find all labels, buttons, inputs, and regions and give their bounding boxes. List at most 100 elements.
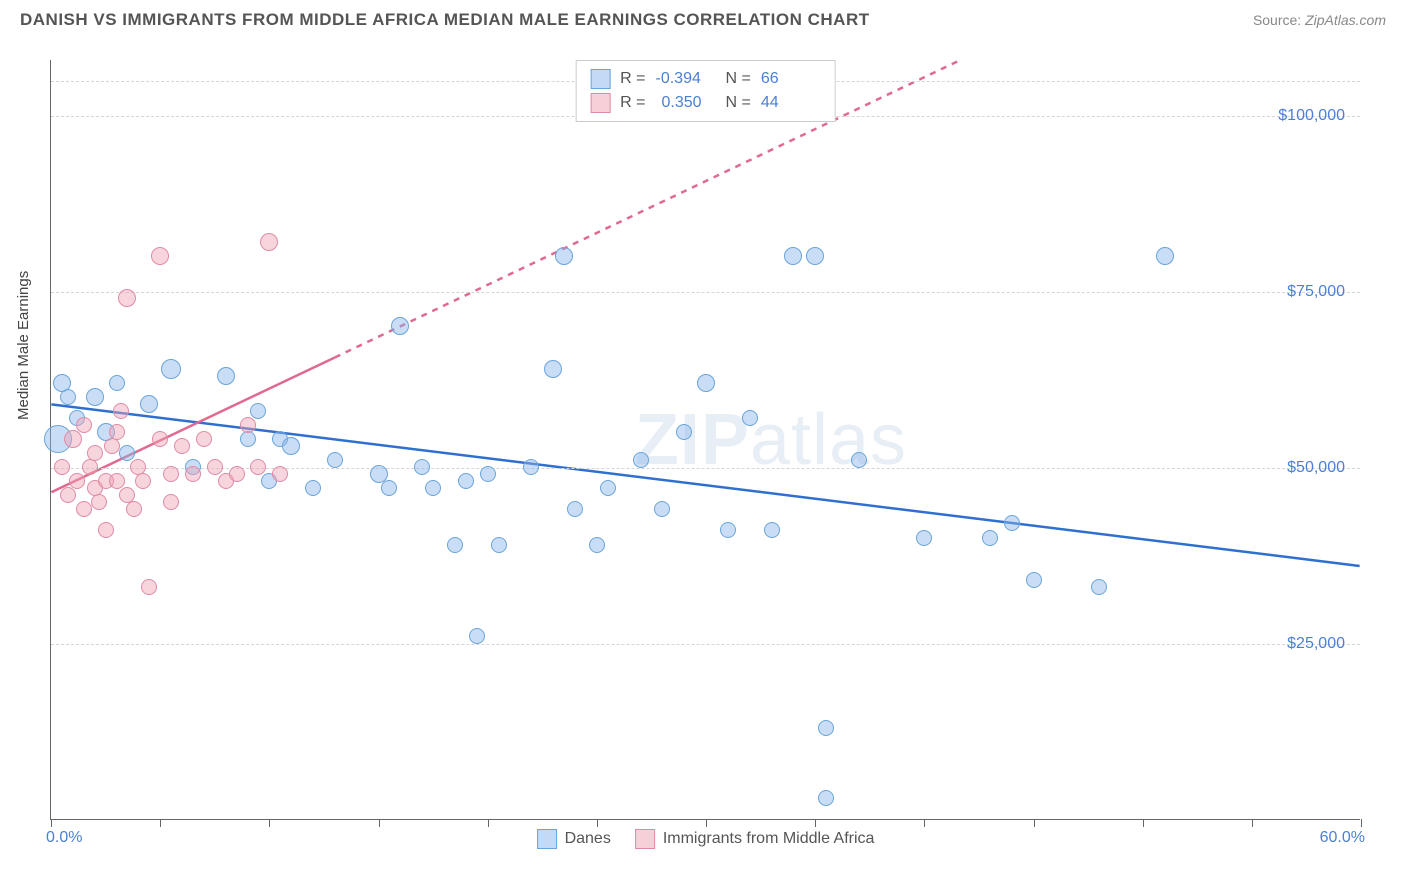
data-point bbox=[784, 247, 802, 265]
swatch-blue-icon bbox=[590, 69, 610, 89]
data-point bbox=[544, 360, 562, 378]
data-point bbox=[414, 459, 430, 475]
data-point bbox=[282, 437, 300, 455]
x-tick bbox=[1143, 819, 1144, 827]
data-point bbox=[305, 480, 321, 496]
data-point bbox=[1004, 515, 1020, 531]
data-point bbox=[742, 410, 758, 426]
data-point bbox=[240, 417, 256, 433]
x-tick bbox=[51, 819, 52, 827]
data-point bbox=[76, 417, 92, 433]
x-tick bbox=[597, 819, 598, 827]
data-point bbox=[109, 375, 125, 391]
swatch-pink-icon bbox=[635, 829, 655, 849]
data-point bbox=[818, 720, 834, 736]
swatch-blue-icon bbox=[537, 829, 557, 849]
data-point bbox=[381, 480, 397, 496]
data-point bbox=[982, 530, 998, 546]
gridline bbox=[51, 644, 1360, 645]
data-point bbox=[654, 501, 670, 517]
y-tick-label: $75,000 bbox=[1287, 283, 1345, 301]
y-tick-label: $25,000 bbox=[1287, 635, 1345, 653]
data-point bbox=[818, 790, 834, 806]
data-point bbox=[447, 537, 463, 553]
legend-item-danes: Danes bbox=[537, 829, 611, 849]
data-point bbox=[491, 537, 507, 553]
correlation-legend: R = -0.394 N = 66 R = 0.350 N = 44 bbox=[575, 60, 836, 122]
x-tick bbox=[160, 819, 161, 827]
data-point bbox=[523, 459, 539, 475]
data-point bbox=[764, 522, 780, 538]
data-point bbox=[469, 628, 485, 644]
chart-header: DANISH VS IMMIGRANTS FROM MIDDLE AFRICA … bbox=[0, 0, 1406, 40]
data-point bbox=[76, 501, 92, 517]
data-point bbox=[391, 317, 409, 335]
data-point bbox=[480, 466, 496, 482]
y-tick-label: $50,000 bbox=[1287, 459, 1345, 477]
data-point bbox=[806, 247, 824, 265]
data-point bbox=[118, 289, 136, 307]
gridline bbox=[51, 468, 1360, 469]
data-point bbox=[174, 438, 190, 454]
data-point bbox=[217, 367, 235, 385]
data-point bbox=[240, 431, 256, 447]
data-point bbox=[327, 452, 343, 468]
data-point bbox=[250, 403, 266, 419]
data-point bbox=[135, 473, 151, 489]
x-axis-max: 60.0% bbox=[1320, 829, 1365, 847]
data-point bbox=[1026, 572, 1042, 588]
x-tick bbox=[1361, 819, 1362, 827]
x-tick bbox=[1252, 819, 1253, 827]
x-tick bbox=[924, 819, 925, 827]
y-axis-label: Median Male Earnings bbox=[15, 271, 32, 420]
swatch-pink-icon bbox=[590, 93, 610, 113]
data-point bbox=[1156, 247, 1174, 265]
legend-item-immigrants: Immigrants from Middle Africa bbox=[635, 829, 875, 849]
x-tick bbox=[269, 819, 270, 827]
data-point bbox=[163, 494, 179, 510]
data-point bbox=[196, 431, 212, 447]
x-tick bbox=[488, 819, 489, 827]
source-prefix: Source: bbox=[1253, 12, 1301, 28]
legend-row-blue: R = -0.394 N = 66 bbox=[590, 67, 821, 91]
data-point bbox=[152, 431, 168, 447]
chart-title: DANISH VS IMMIGRANTS FROM MIDDLE AFRICA … bbox=[20, 10, 870, 30]
data-point bbox=[86, 388, 104, 406]
data-point bbox=[851, 452, 867, 468]
data-point bbox=[600, 480, 616, 496]
x-axis-min: 0.0% bbox=[46, 829, 82, 847]
x-tick bbox=[815, 819, 816, 827]
data-point bbox=[207, 459, 223, 475]
gridline bbox=[51, 292, 1360, 293]
data-point bbox=[720, 522, 736, 538]
series-legend: Danes Immigrants from Middle Africa bbox=[537, 829, 875, 849]
data-point bbox=[633, 452, 649, 468]
data-point bbox=[91, 494, 107, 510]
data-point bbox=[229, 466, 245, 482]
data-point bbox=[567, 501, 583, 517]
data-point bbox=[425, 480, 441, 496]
data-point bbox=[64, 430, 82, 448]
data-point bbox=[916, 530, 932, 546]
data-point bbox=[163, 466, 179, 482]
data-point bbox=[140, 395, 158, 413]
data-point bbox=[676, 424, 692, 440]
data-point bbox=[119, 445, 135, 461]
plot-area: ZIPatlas R = -0.394 N = 66 R = 0.350 N =… bbox=[50, 60, 1360, 820]
legend-row-pink: R = 0.350 N = 44 bbox=[590, 91, 821, 115]
data-point bbox=[109, 424, 125, 440]
data-point bbox=[109, 473, 125, 489]
data-point bbox=[589, 537, 605, 553]
data-point bbox=[555, 247, 573, 265]
data-point bbox=[54, 459, 70, 475]
source-name: ZipAtlas.com bbox=[1305, 12, 1386, 28]
data-point bbox=[272, 466, 288, 482]
data-point bbox=[60, 487, 76, 503]
data-point bbox=[113, 403, 129, 419]
data-point bbox=[151, 247, 169, 265]
data-point bbox=[87, 445, 103, 461]
data-point bbox=[458, 473, 474, 489]
source-attribution: Source: ZipAtlas.com bbox=[1253, 12, 1386, 28]
x-tick bbox=[706, 819, 707, 827]
data-point bbox=[697, 374, 715, 392]
